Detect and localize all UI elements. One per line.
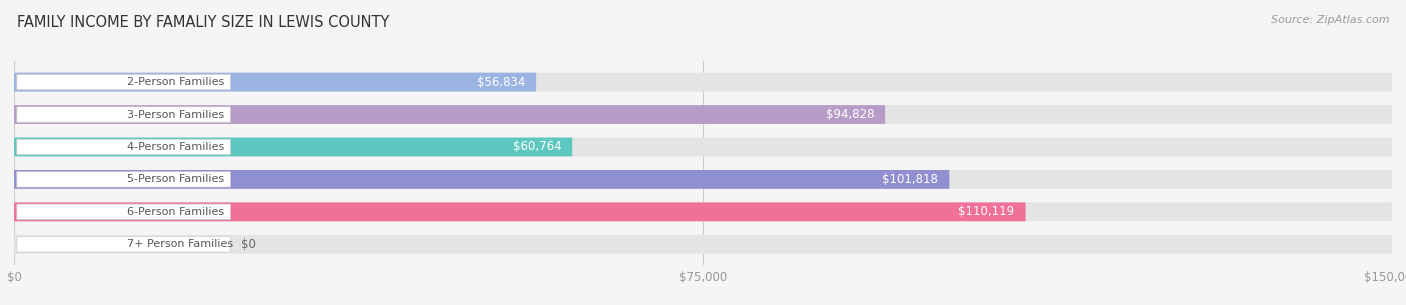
Text: $101,818: $101,818 xyxy=(883,173,938,186)
FancyBboxPatch shape xyxy=(17,237,231,252)
FancyBboxPatch shape xyxy=(14,170,949,189)
Text: 7+ Person Families: 7+ Person Families xyxy=(127,239,233,249)
Text: 5-Person Families: 5-Person Families xyxy=(127,174,224,185)
FancyBboxPatch shape xyxy=(14,203,1392,221)
Text: $56,834: $56,834 xyxy=(477,76,524,88)
Text: 6-Person Families: 6-Person Families xyxy=(127,207,224,217)
Text: $94,828: $94,828 xyxy=(825,108,875,121)
Text: $60,764: $60,764 xyxy=(513,141,561,153)
Text: $110,119: $110,119 xyxy=(959,205,1015,218)
FancyBboxPatch shape xyxy=(17,107,231,122)
FancyBboxPatch shape xyxy=(17,204,231,220)
Text: Source: ZipAtlas.com: Source: ZipAtlas.com xyxy=(1271,15,1389,25)
FancyBboxPatch shape xyxy=(17,172,231,187)
Text: 2-Person Families: 2-Person Families xyxy=(127,77,225,87)
FancyBboxPatch shape xyxy=(17,74,231,90)
FancyBboxPatch shape xyxy=(14,235,1392,254)
Text: 3-Person Families: 3-Person Families xyxy=(127,109,224,120)
FancyBboxPatch shape xyxy=(14,170,1392,189)
Text: 4-Person Families: 4-Person Families xyxy=(127,142,225,152)
Text: FAMILY INCOME BY FAMALIY SIZE IN LEWIS COUNTY: FAMILY INCOME BY FAMALIY SIZE IN LEWIS C… xyxy=(17,15,389,30)
FancyBboxPatch shape xyxy=(17,139,231,155)
FancyBboxPatch shape xyxy=(14,105,1392,124)
FancyBboxPatch shape xyxy=(14,105,886,124)
FancyBboxPatch shape xyxy=(14,73,1392,92)
FancyBboxPatch shape xyxy=(14,73,536,92)
FancyBboxPatch shape xyxy=(14,138,1392,156)
Text: $0: $0 xyxy=(242,238,256,251)
FancyBboxPatch shape xyxy=(14,138,572,156)
FancyBboxPatch shape xyxy=(14,203,1025,221)
